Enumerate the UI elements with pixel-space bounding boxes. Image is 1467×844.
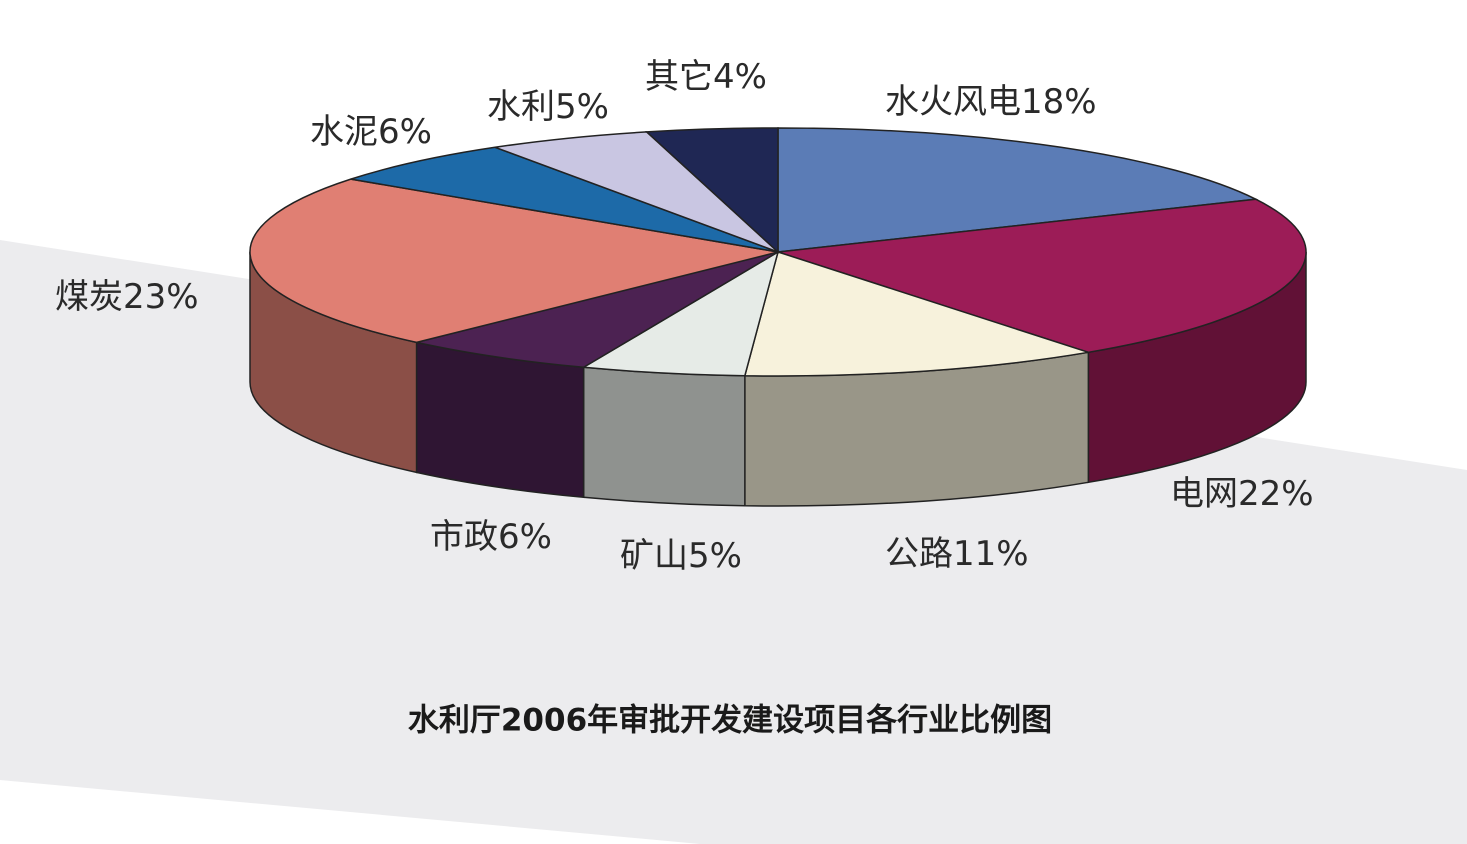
category-name: 水火风电 [885, 82, 1021, 122]
slice-label: 市政6% [430, 517, 552, 557]
slice-label: 矿山5% [620, 536, 742, 576]
value-label: 18% [1021, 82, 1097, 122]
category-name: 电网 [1170, 474, 1238, 514]
slice [494, 131, 779, 253]
value-label: 11% [953, 534, 1029, 574]
category-name: 矿山 [620, 536, 688, 576]
value-label: 23% [123, 277, 199, 317]
category-name: 其它 [645, 57, 713, 97]
value-label: 6% [498, 517, 552, 557]
slice [644, 127, 779, 254]
slice [777, 198, 1307, 354]
value-label: 5% [555, 87, 609, 127]
slice-label: 煤炭23% [55, 277, 199, 317]
slice-label: 公路11% [885, 534, 1029, 574]
slice-label: 电网22% [1170, 474, 1314, 514]
slice [350, 146, 779, 253]
slice-label: 水火风电18% [885, 82, 1097, 122]
slice [249, 178, 779, 344]
slice [743, 251, 1089, 377]
slice [416, 251, 779, 369]
value-label: 22% [1238, 474, 1314, 514]
value-label: 5% [688, 536, 742, 576]
chart-title: 水利厅2006年审批开发建设项目各行业比例图 [408, 703, 1052, 739]
slice-label: 其它4% [645, 57, 767, 97]
slice [581, 250, 780, 377]
slice-side [582, 366, 746, 507]
category-name: 公路 [885, 534, 953, 574]
value-label: 4% [713, 57, 767, 97]
slice-side [415, 341, 585, 499]
slice [777, 127, 1259, 253]
slice-label: 水泥6% [310, 112, 432, 152]
category-name: 煤炭 [55, 277, 123, 317]
category-name: 水利 [487, 87, 555, 127]
slice-label: 水利5% [487, 87, 609, 127]
category-name: 水泥 [310, 112, 378, 152]
category-name: 市政 [430, 517, 498, 557]
value-label: 6% [378, 112, 432, 152]
